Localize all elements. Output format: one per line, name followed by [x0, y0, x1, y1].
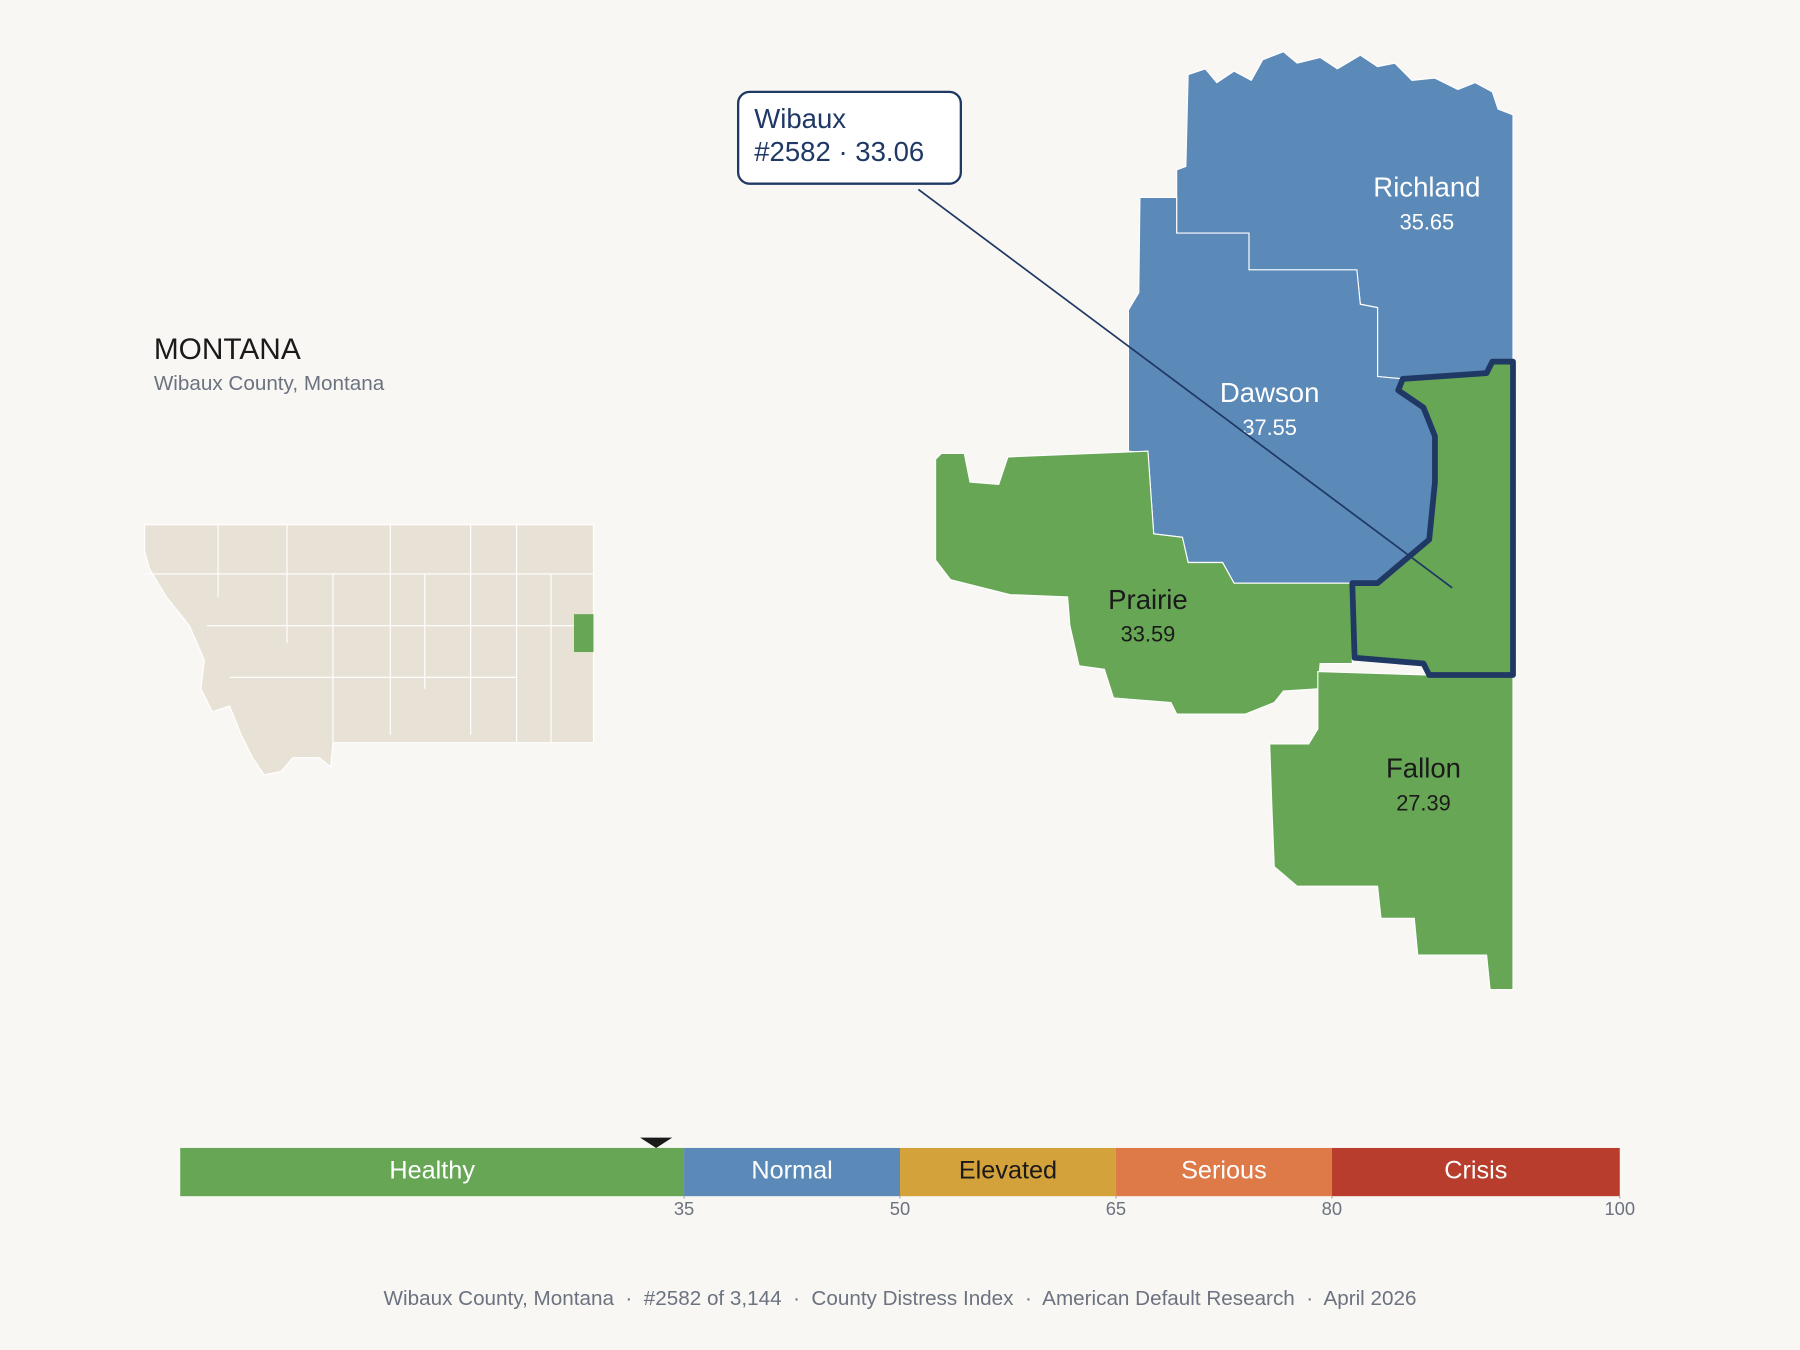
state-shape [144, 524, 595, 776]
scale-band-label: Crisis [1444, 1157, 1507, 1185]
scale-tick-label: 100 [1604, 1198, 1635, 1219]
county-name: Fallon [1386, 753, 1461, 784]
scale-band [1331, 1147, 1620, 1197]
callout-detail: #2582 · 33.06 [754, 136, 924, 167]
footer: Wibaux County, Montana · #2582 of 3,144 … [384, 1287, 1417, 1310]
scale-band [1115, 1147, 1332, 1197]
county-value: 27.39 [1396, 790, 1451, 815]
county-value: 37.55 [1242, 415, 1297, 440]
distress-scale: Healthy Normal Elevated Serious Crisis 35 50 65… [180, 1137, 1635, 1219]
callout-leader [917, 188, 1453, 589]
scale-band-label: Serious [1181, 1157, 1267, 1185]
scale-band [900, 1147, 1116, 1197]
callout-box [736, 90, 962, 185]
selected-county[interactable] [1349, 358, 1516, 678]
county-name: Richland [1373, 172, 1480, 203]
scale-tick-label: 50 [890, 1198, 910, 1219]
county-labels: Richland 35.65 Dawson 37.55 Prairie 33.59 Fall… [1108, 172, 1480, 816]
scale-tick-label: 80 [1322, 1198, 1342, 1219]
county-shape[interactable] [935, 450, 1353, 715]
scale-band [684, 1147, 900, 1197]
county-name: Prairie [1108, 584, 1188, 615]
scale-band-label: Healthy [389, 1157, 475, 1185]
scale-band [180, 1147, 685, 1197]
county-value: 33.59 [1121, 622, 1176, 647]
state-inset [144, 524, 595, 776]
county-value: 35.65 [1400, 210, 1455, 235]
scale-band-label: Elevated [959, 1157, 1057, 1185]
scale-tick-label: 35 [674, 1198, 694, 1219]
scale-marker [640, 1137, 673, 1148]
scale-tick-label: 65 [1106, 1198, 1126, 1219]
scale-band-label: Normal [751, 1157, 832, 1185]
callout-name: Wibaux [754, 103, 846, 134]
county-lines [144, 524, 594, 743]
county-map [935, 51, 1516, 991]
county-name: Dawson [1220, 377, 1320, 408]
county-shape[interactable] [1269, 670, 1514, 991]
subtitle: Wibaux County, Montana [154, 372, 385, 395]
title: MONTANA [154, 333, 301, 366]
state-selected-county [573, 614, 594, 653]
